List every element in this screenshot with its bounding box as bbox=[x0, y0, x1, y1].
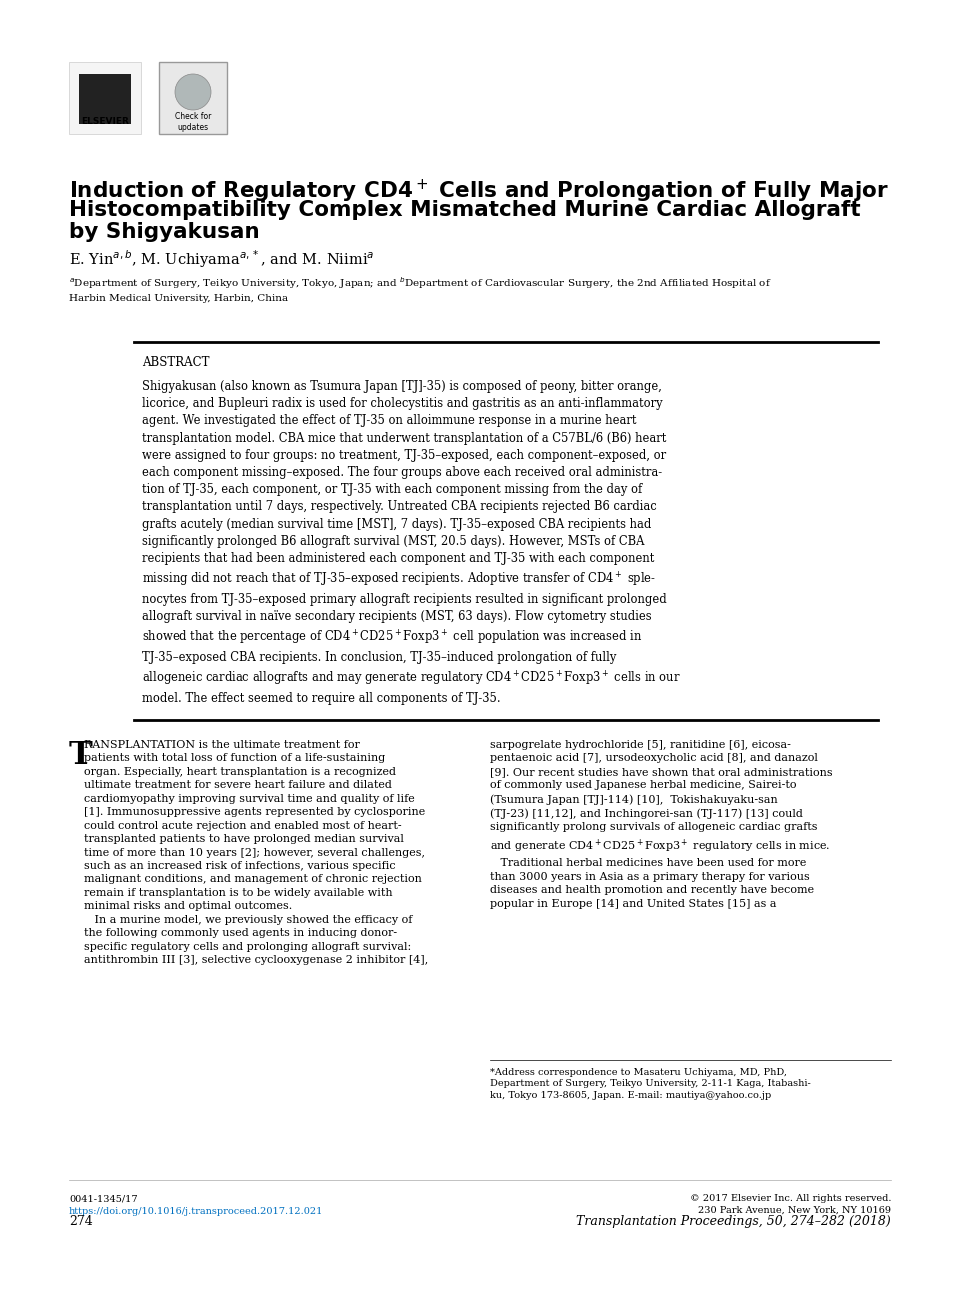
Bar bbox=[69, 62, 141, 134]
Text: https://doi.org/10.1016/j.transproceed.2017.12.021: https://doi.org/10.1016/j.transproceed.2… bbox=[69, 1207, 324, 1216]
Text: Induction of Regulatory CD4$^+$ Cells and Prolongation of Fully Major: Induction of Regulatory CD4$^+$ Cells an… bbox=[69, 178, 889, 205]
Bar bbox=[79, 74, 131, 124]
Text: ABSTRACT: ABSTRACT bbox=[142, 356, 209, 369]
Text: by Shigyakusan: by Shigyakusan bbox=[69, 222, 259, 243]
Text: Transplantation Proceedings, 50, 274–282 (2018): Transplantation Proceedings, 50, 274–282… bbox=[576, 1215, 891, 1228]
Text: $^{a}$Department of Surgery, Teikyo University, Tokyo, Japan; and $^{b}$Departme: $^{a}$Department of Surgery, Teikyo Univ… bbox=[69, 275, 772, 303]
Text: E. Yin$^{a,b}$, M. Uchiyama$^{a,*}$, and M. Niimi$^{a}$: E. Yin$^{a,b}$, M. Uchiyama$^{a,*}$, and… bbox=[69, 248, 374, 270]
Bar bbox=[159, 62, 227, 134]
Text: © 2017 Elsevier Inc. All rights reserved.
230 Park Avenue, New York, NY 10169: © 2017 Elsevier Inc. All rights reserved… bbox=[689, 1195, 891, 1215]
Text: *Address correspondence to Masateru Uchiyama, MD, PhD,
Department of Surgery, Te: *Address correspondence to Masateru Uchi… bbox=[490, 1068, 811, 1100]
Text: Check for
updates: Check for updates bbox=[175, 112, 211, 132]
Text: 0041-1345/17: 0041-1345/17 bbox=[69, 1195, 137, 1204]
Text: Shigyakusan (also known as Tsumura Japan [TJ]-35) is composed of peony, bitter o: Shigyakusan (also known as Tsumura Japan… bbox=[142, 381, 681, 704]
Text: ELSEVIER: ELSEVIER bbox=[81, 117, 129, 126]
Text: 274: 274 bbox=[69, 1215, 93, 1228]
Text: T: T bbox=[69, 740, 93, 771]
Text: sarpogrelate hydrochloride [5], ranitidine [6], eicosa-
pentaenoic acid [7], urs: sarpogrelate hydrochloride [5], ranitidi… bbox=[490, 740, 832, 908]
Text: Histocompatibility Complex Mismatched Murine Cardiac Allograft: Histocompatibility Complex Mismatched Mu… bbox=[69, 200, 860, 221]
Circle shape bbox=[175, 74, 211, 110]
Text: RANSPLANTATION is the ultimate treatment for
patients with total loss of functio: RANSPLANTATION is the ultimate treatment… bbox=[84, 740, 428, 965]
